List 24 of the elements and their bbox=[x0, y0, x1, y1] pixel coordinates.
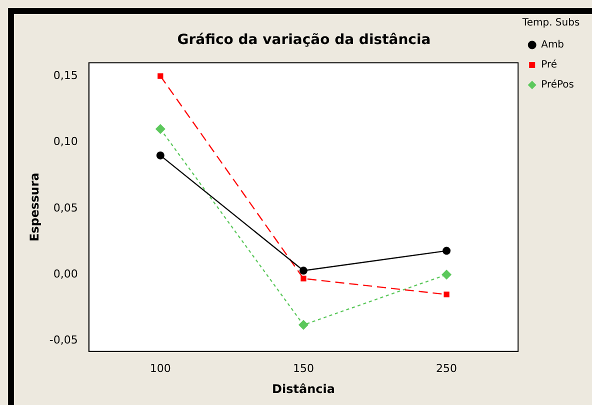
y-tick-label: 0,05 bbox=[53, 201, 78, 214]
y-tick-label: 0,00 bbox=[53, 267, 78, 280]
point bbox=[155, 124, 166, 134]
y-tick-label: 0,10 bbox=[53, 135, 78, 148]
chart-title: Gráfico da variação da distância bbox=[177, 32, 431, 48]
point bbox=[156, 151, 164, 160]
y-axis-title: Espessura bbox=[27, 172, 42, 242]
x-tick-label: 250 bbox=[436, 362, 458, 375]
point bbox=[299, 266, 308, 275]
point bbox=[442, 270, 452, 280]
x-axis-title: Distância bbox=[272, 382, 335, 396]
legend-label: PréPos bbox=[541, 80, 574, 91]
y-tick-label: 0,15 bbox=[53, 68, 78, 82]
point bbox=[298, 320, 308, 330]
legend-label: Amb bbox=[541, 40, 564, 51]
point bbox=[158, 73, 164, 79]
x-tick-label: 100 bbox=[150, 362, 171, 375]
point bbox=[300, 276, 306, 282]
x-tick-label: 150 bbox=[292, 362, 314, 375]
point bbox=[442, 246, 451, 255]
point bbox=[444, 292, 450, 298]
y-tick-label: -0,05 bbox=[49, 334, 78, 347]
legend-title: Temp. Subs bbox=[521, 18, 580, 29]
legend-label: Pré bbox=[541, 60, 558, 71]
